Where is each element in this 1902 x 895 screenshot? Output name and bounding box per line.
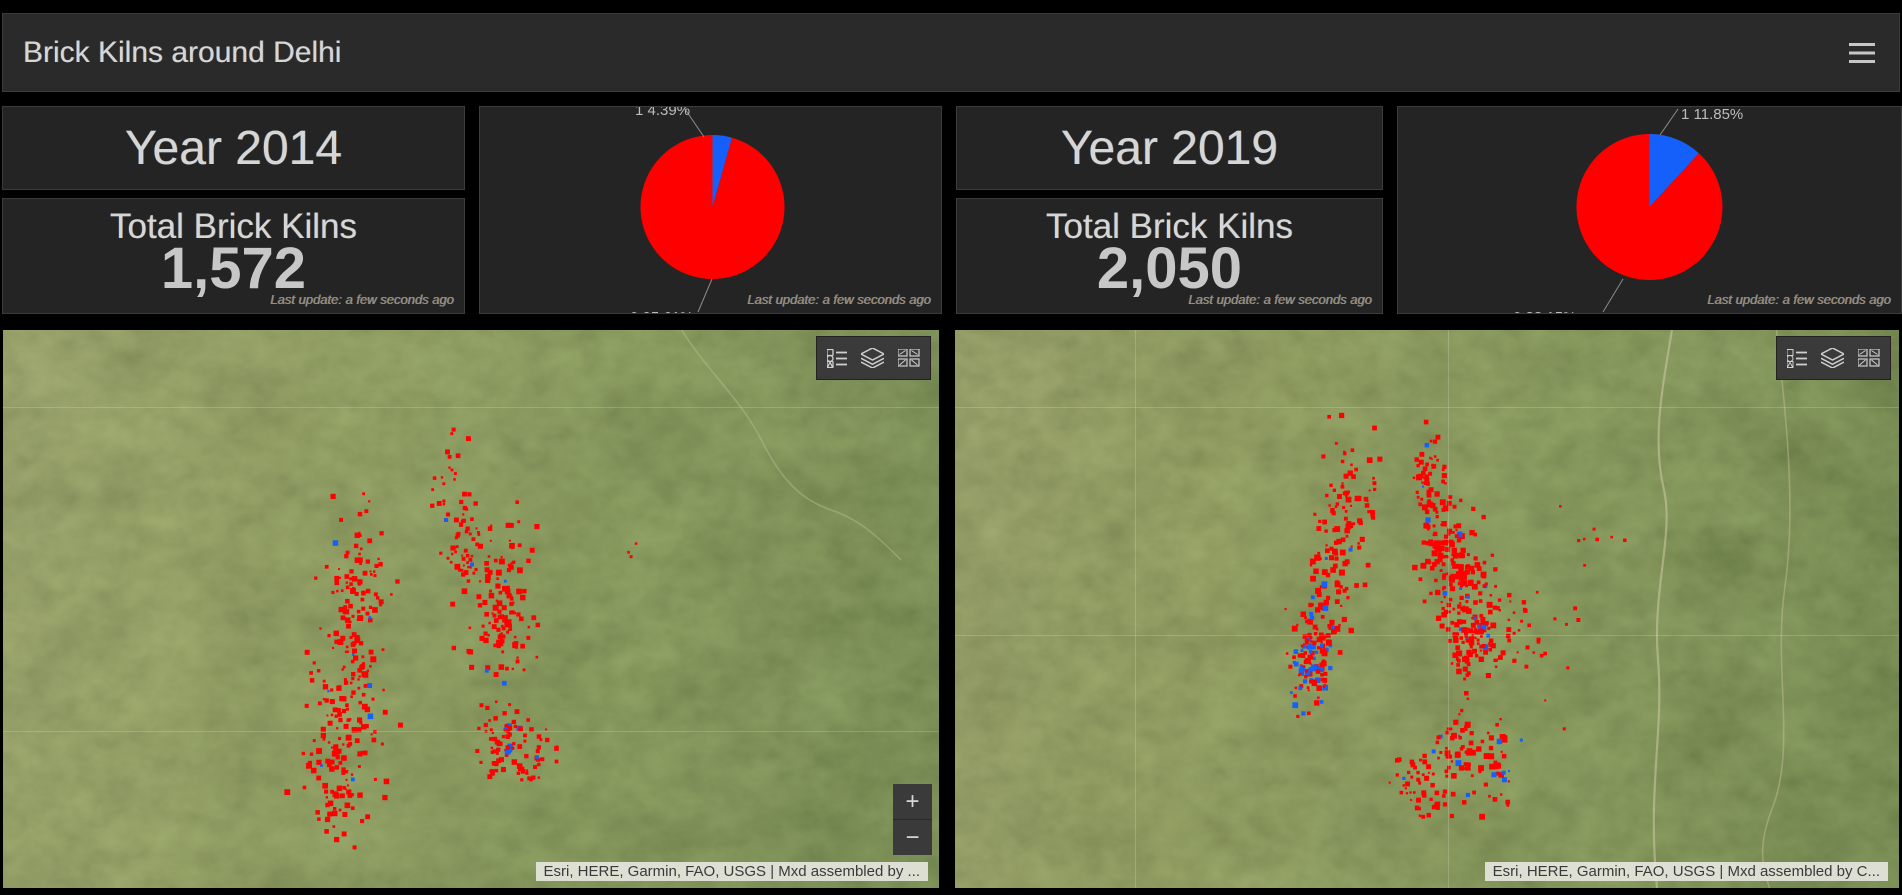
svg-text:0 95.61%: 0 95.61% bbox=[630, 309, 693, 314]
svg-text:1 11.85%: 1 11.85% bbox=[1681, 107, 1743, 123]
svg-text:0 88.15%: 0 88.15% bbox=[1513, 309, 1576, 314]
svg-text:1 4.39%: 1 4.39% bbox=[635, 107, 690, 119]
